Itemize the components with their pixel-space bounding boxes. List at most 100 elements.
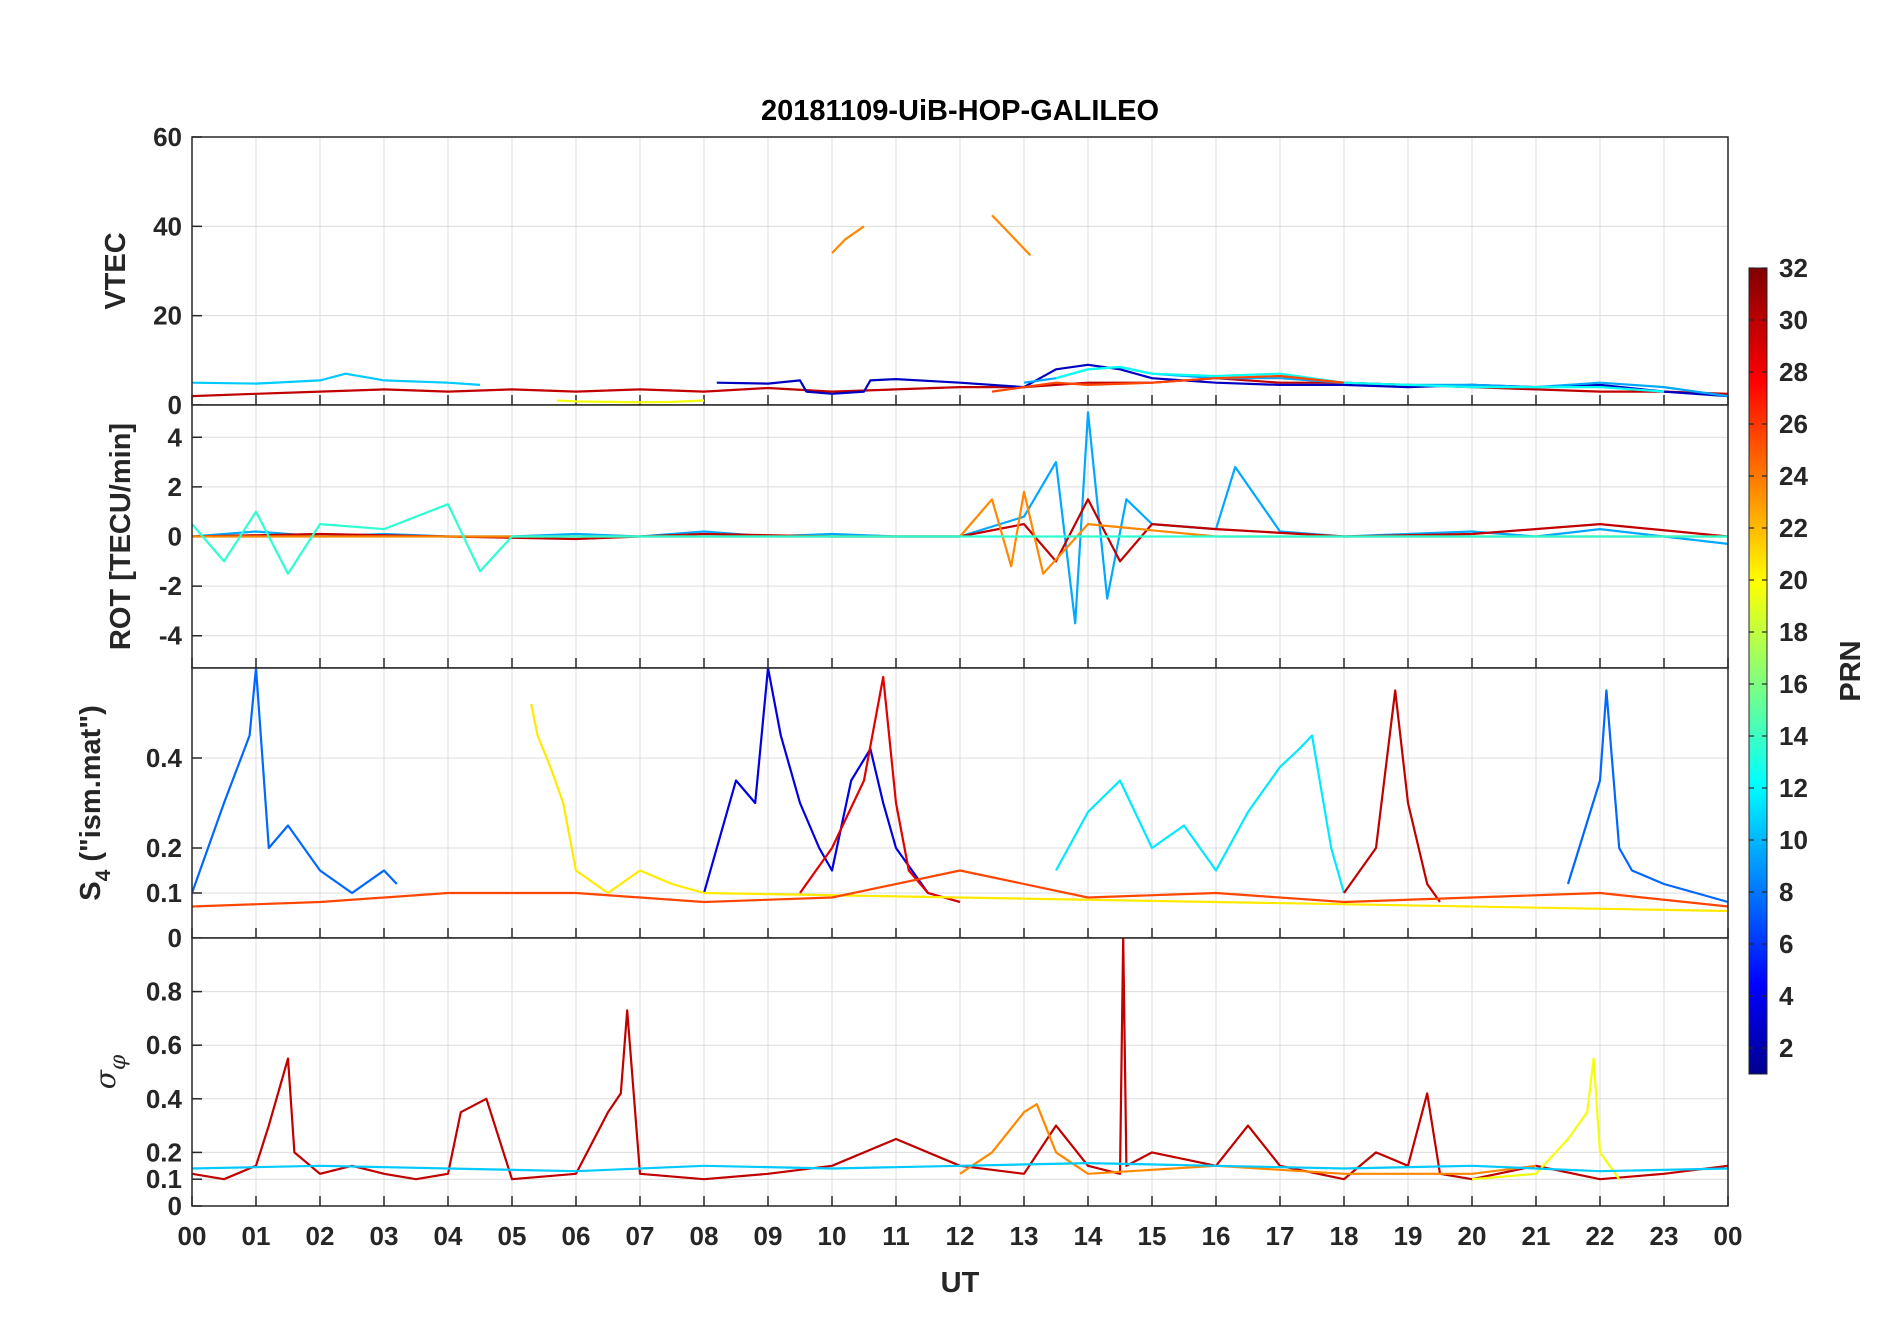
- x-tick-label: 21: [1522, 1221, 1551, 1251]
- colorbar-tick-label: 16: [1779, 669, 1808, 699]
- colorbar-tick-label: 30: [1779, 305, 1808, 335]
- x-tick-label: 00: [1714, 1221, 1743, 1251]
- panel-vtec-ytick-label: 0: [168, 390, 182, 420]
- panel-s4-ytick-label: 0: [168, 923, 182, 953]
- x-tick-label: 22: [1586, 1221, 1615, 1251]
- panel-sigma_phi-ytick-label: 0.1: [146, 1164, 182, 1194]
- x-tick-label: 03: [370, 1221, 399, 1251]
- panel-vtec-series-group: [192, 214, 1728, 404]
- colorbar-label: PRN: [1835, 640, 1867, 701]
- panel-sigma_phi-frame: [191, 937, 1729, 1207]
- panel-vtec-series-prn-24: [991, 214, 1032, 257]
- panel-rot-ylabel: ROT [TECU/min]: [105, 423, 137, 650]
- panel-s4-series-prn-30: [1343, 689, 1441, 903]
- x-tick-label: 08: [690, 1221, 719, 1251]
- colorbar-tick-label: 24: [1779, 461, 1808, 491]
- colorbar-tick-label: 26: [1779, 409, 1808, 439]
- x-tick-label: 07: [626, 1221, 655, 1251]
- x-tick-label: 17: [1266, 1221, 1295, 1251]
- panel-s4-series-prn-21: [530, 703, 1728, 913]
- x-tick-label: 18: [1330, 1221, 1359, 1251]
- x-tick-label: 23: [1650, 1221, 1679, 1251]
- panel-sigma_phi-ytick-label: 0.2: [146, 1137, 182, 1167]
- panel-s4-series-prn-8: [1566, 689, 1728, 904]
- panel-rot-ytick-label: -2: [159, 571, 182, 601]
- panel-sigma_phi-ytick-label: 0.6: [146, 1030, 182, 1060]
- panel-vtec-ytick-label: 60: [153, 122, 182, 152]
- panel-rot-ytick-label: 0: [168, 522, 182, 552]
- x-tick-label: 13: [1010, 1221, 1039, 1251]
- panel-rot-ytick-label: -4: [159, 621, 183, 651]
- panel-s4-ytick-label: 0.1: [146, 878, 182, 908]
- panel-s4-ylabel-rest: ("ism.mat"): [75, 705, 107, 869]
- colorbar-tick-label: 32: [1779, 253, 1808, 283]
- panel-s4-ytick-label: 0.4: [146, 743, 183, 773]
- chart-title: 20181109-UiB-HOP-GALILEO: [761, 95, 1159, 127]
- colorbar-tick-label: 8: [1779, 877, 1793, 907]
- panel-vtec-series-prn-13: [1055, 365, 1665, 393]
- x-tick-label: 14: [1074, 1221, 1103, 1251]
- panel-vtec-series-prn-24: [831, 225, 865, 254]
- panel-rot: -4 -2 0 2 4 ROT [TECU/min]: [105, 404, 1729, 669]
- colorbar-tick-label: 14: [1779, 721, 1808, 751]
- x-tick-label: 06: [562, 1221, 591, 1251]
- panel-sigma_phi-series-prn-20: [1471, 1057, 1621, 1181]
- x-tick-label: 20: [1458, 1221, 1487, 1251]
- x-tick-label: 11: [882, 1221, 910, 1251]
- panel-s4-series-prn-8: [192, 668, 398, 895]
- colorbar-tick-label: 20: [1779, 565, 1808, 595]
- colorbar-tick-label: 2: [1779, 1033, 1793, 1063]
- colorbar-gradient: [1748, 267, 1768, 1075]
- panel-sigma-ylabel-main: σ: [89, 1069, 122, 1089]
- x-tick-label: 05: [498, 1221, 527, 1251]
- panel-sigma-ylabel-sub: φ: [106, 1054, 131, 1070]
- colorbar-tick-label: 22: [1779, 513, 1808, 543]
- panel-vtec-series-prn-11: [192, 372, 481, 386]
- colorbar-tick-label: 4: [1779, 981, 1794, 1011]
- panel-vtec-series-prn-26: [991, 374, 1345, 393]
- panel-vtec-ytick-label: 40: [153, 211, 182, 241]
- panel-s4-ylabel: S4 ("ism.mat"): [75, 705, 115, 901]
- panel-vtec-ytick-label: 20: [153, 301, 182, 331]
- panel-sigma_phi-series-prn-11: [192, 1161, 1728, 1173]
- panel-s4-ylabel-sub: 4: [92, 869, 115, 881]
- x-tick-label: 15: [1138, 1221, 1167, 1251]
- panel-sigma_phi: 00.10.2 0.4 0.6 0.8 σφ: [89, 937, 1729, 1221]
- x-tick-label: 10: [818, 1221, 847, 1251]
- panel-vtec-series-prn-20: [556, 399, 705, 404]
- panel-sigma_phi-series-group: [192, 938, 1728, 1181]
- x-tick-label: 01: [242, 1221, 271, 1251]
- panel-sigma_phi-ytick-label: 0.8: [146, 977, 182, 1007]
- panel-rot-ytick-label: 2: [168, 472, 182, 502]
- panel-s4-ytick-label: 0.2: [146, 833, 182, 863]
- colorbar-tick-label: 18: [1779, 617, 1808, 647]
- colorbar-tick-label: 12: [1779, 773, 1808, 803]
- panel-sigma-ylabel: σφ: [89, 1054, 131, 1089]
- x-tick-label: 19: [1394, 1221, 1423, 1251]
- panel-s4: 0 0.1 0.2 0.4 S4 ("ism.mat"): [75, 667, 1729, 953]
- panel-vtec-ylabel: VTEC: [100, 232, 132, 309]
- panel-rot-ytick-label: 4: [168, 422, 183, 452]
- x-tick-label: 00: [178, 1221, 207, 1251]
- colorbar-tick-label: 10: [1779, 825, 1808, 855]
- panel-vtec: 0 20 40 60 VTEC: [100, 122, 1729, 420]
- panel-s4-series-prn-12: [1055, 734, 1346, 894]
- panel-sigma_phi-ytick-label: 0.4: [146, 1084, 183, 1114]
- panel-s4-series-group: [192, 668, 1728, 913]
- panel-s4-series-prn-4: [702, 668, 961, 904]
- panel-sigma_phi-ytick-label: 0: [168, 1191, 182, 1221]
- panel-rot-series-prn-14: [192, 503, 1728, 575]
- panel-s4-series-prn-29: [799, 675, 961, 904]
- x-tick-label: 04: [434, 1221, 463, 1251]
- panel-rot-series-group: [192, 411, 1728, 625]
- x-tick-label: 16: [1202, 1221, 1231, 1251]
- x-tick-label: 02: [306, 1221, 335, 1251]
- x-axis-title: UT: [941, 1267, 980, 1299]
- panel-s4-ylabel-main: S: [75, 881, 107, 900]
- x-tick-label: 12: [946, 1221, 975, 1251]
- colorbar-tick-label: 28: [1779, 357, 1808, 387]
